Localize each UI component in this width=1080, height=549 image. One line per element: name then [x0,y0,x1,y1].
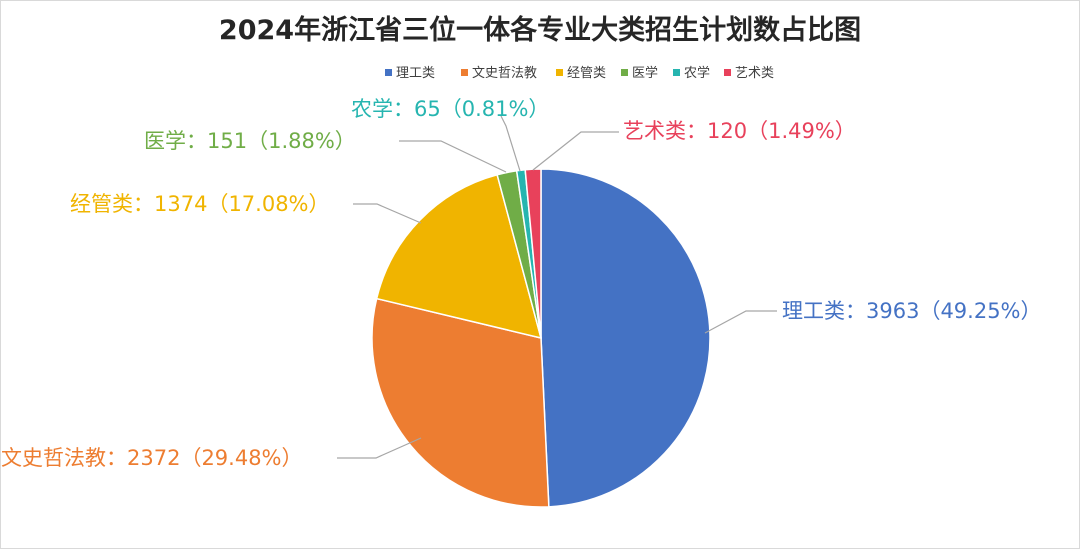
legend-label: 理工类 [396,66,435,81]
legend-label: 经管类 [567,66,606,81]
leader-line [337,437,422,459]
legend-label: 文史哲法教 [472,65,537,81]
legend-label: 医学 [632,65,658,81]
legend-label: 艺术类 [735,66,774,81]
data-label: 经管类：1374（17.08%） [70,192,330,216]
data-label: 文史哲法教：2372（29.48%） [1,446,303,470]
legend-swatch [556,69,563,76]
legend-swatch [673,69,680,76]
leader-line [399,140,507,173]
legend-swatch [621,69,628,76]
leader-lines [337,115,777,459]
data-label: 理工类：3963（49.25%） [782,299,1042,323]
pie-slices [371,168,711,508]
data-label: 艺术类：120（1.49%） [623,119,856,143]
legend-swatch [724,69,731,76]
pie-slice [540,168,711,508]
legend-swatch [385,69,392,76]
data-label: 医学：151（1.88%） [144,129,356,153]
leader-line [704,310,777,334]
data-label: 农学：65（0.81%） [351,97,549,121]
data-labels: 理工类：3963（49.25%） 文史哲法教：2372（29.48%） 经管类：13… [1,97,1042,470]
pie-slice [371,297,550,508]
chart-title: 2024年浙江省三位一体各专业大类招生计划数占比图 [219,14,861,46]
pie-slice [375,173,543,340]
leader-line [532,131,619,171]
legend-swatch [461,69,468,76]
legend: 理工类 文史哲法教 经管类 医学 农学 艺术类 [385,65,774,81]
leader-line [500,115,521,172]
leader-line [353,203,422,224]
legend-label: 农学 [684,65,710,81]
